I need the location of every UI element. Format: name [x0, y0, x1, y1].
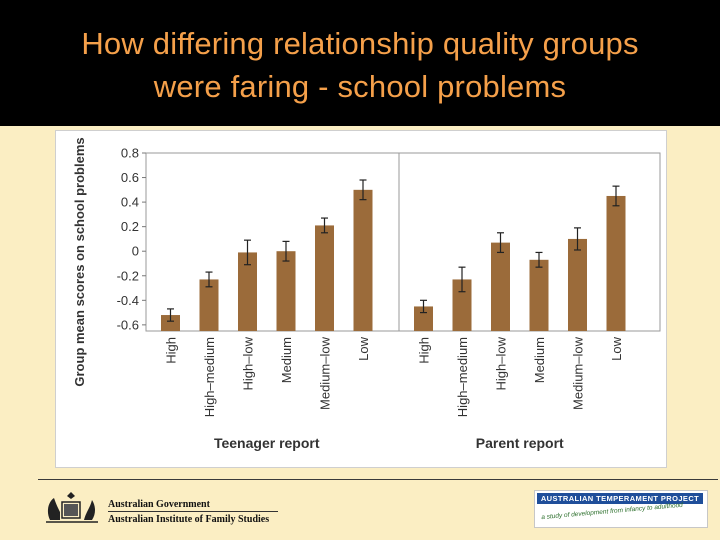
bar-parent-5: [606, 195, 626, 331]
slide-title-line-2: were faring - school problems: [153, 69, 567, 104]
x-tick-label: High–low: [494, 336, 509, 390]
x-tick-label: Low: [356, 336, 371, 360]
bar-parent-0: [414, 306, 433, 331]
y-tick-label: -0.4: [117, 293, 139, 308]
slide-title-line-1: How differing relationship quality group…: [81, 26, 639, 61]
gov-text-line-1: Australian Government: [108, 499, 210, 510]
bar-teenager-3: [276, 251, 296, 331]
atp-logo: AUSTRALIAN TEMPERAMENT PROJECT a study o…: [534, 490, 708, 528]
bar-teenager-2: [238, 252, 257, 331]
x-tick-label: High–medium: [455, 337, 470, 417]
atp-logo-title: AUSTRALIAN TEMPERAMENT PROJECT: [537, 493, 703, 504]
bar-chart: 0.8 0.6 0.4 0.2 0 -0.2 -0.4 -0.6 Group mean scor…: [72, 137, 661, 451]
bar-teenager-5: [353, 189, 373, 331]
gov-rule: [108, 511, 278, 512]
y-tick-label: 0.2: [121, 219, 139, 234]
y-tick-label: -0.2: [117, 268, 139, 283]
y-tick-label: 0.4: [121, 195, 139, 210]
panel-xlabel: Parent report: [476, 435, 564, 451]
y-tick-label: 0.6: [121, 170, 139, 185]
bar-teenager-0: [161, 315, 180, 331]
gov-text-line-2: Australian Institute of Family Studies: [108, 514, 270, 525]
panel-xlabel: Teenager report: [214, 435, 320, 451]
x-tick-label: High–medium: [202, 337, 217, 417]
x-tick-label: Medium–low: [571, 336, 586, 410]
bar-parent-4: [568, 238, 587, 331]
bar-teenager-1: [199, 279, 219, 331]
bar-parent-1: [452, 279, 472, 331]
y-tick-label: 0: [132, 244, 139, 259]
x-tick-label: Medium–low: [318, 336, 333, 410]
x-tick-label: Medium: [279, 337, 294, 383]
x-tick-label: High: [417, 337, 432, 364]
plot-frame: [145, 152, 661, 332]
title-band: How differing relationship quality group…: [0, 0, 720, 126]
coat-of-arms-icon: [46, 492, 98, 523]
bar-parent-2: [491, 242, 510, 331]
bar-parent-3: [529, 259, 549, 331]
x-tick-label: High: [164, 337, 179, 364]
y-tick-label: -0.6: [117, 317, 139, 332]
y-axis-title: Group mean scores on school problems: [72, 137, 87, 386]
australian-government-logo: Australian Government Australian Institu…: [42, 490, 282, 528]
bar-teenager-4: [315, 225, 334, 331]
x-tick-label: Medium: [532, 337, 547, 383]
y-tick-label: 0.8: [121, 146, 139, 161]
chart-card: 0.8 0.6 0.4 0.2 0 -0.2 -0.4 -0.6 Group mean scor…: [55, 130, 667, 468]
x-tick-label: Low: [609, 336, 624, 360]
x-tick-label: High–low: [241, 336, 256, 390]
footer-divider: [38, 479, 718, 480]
